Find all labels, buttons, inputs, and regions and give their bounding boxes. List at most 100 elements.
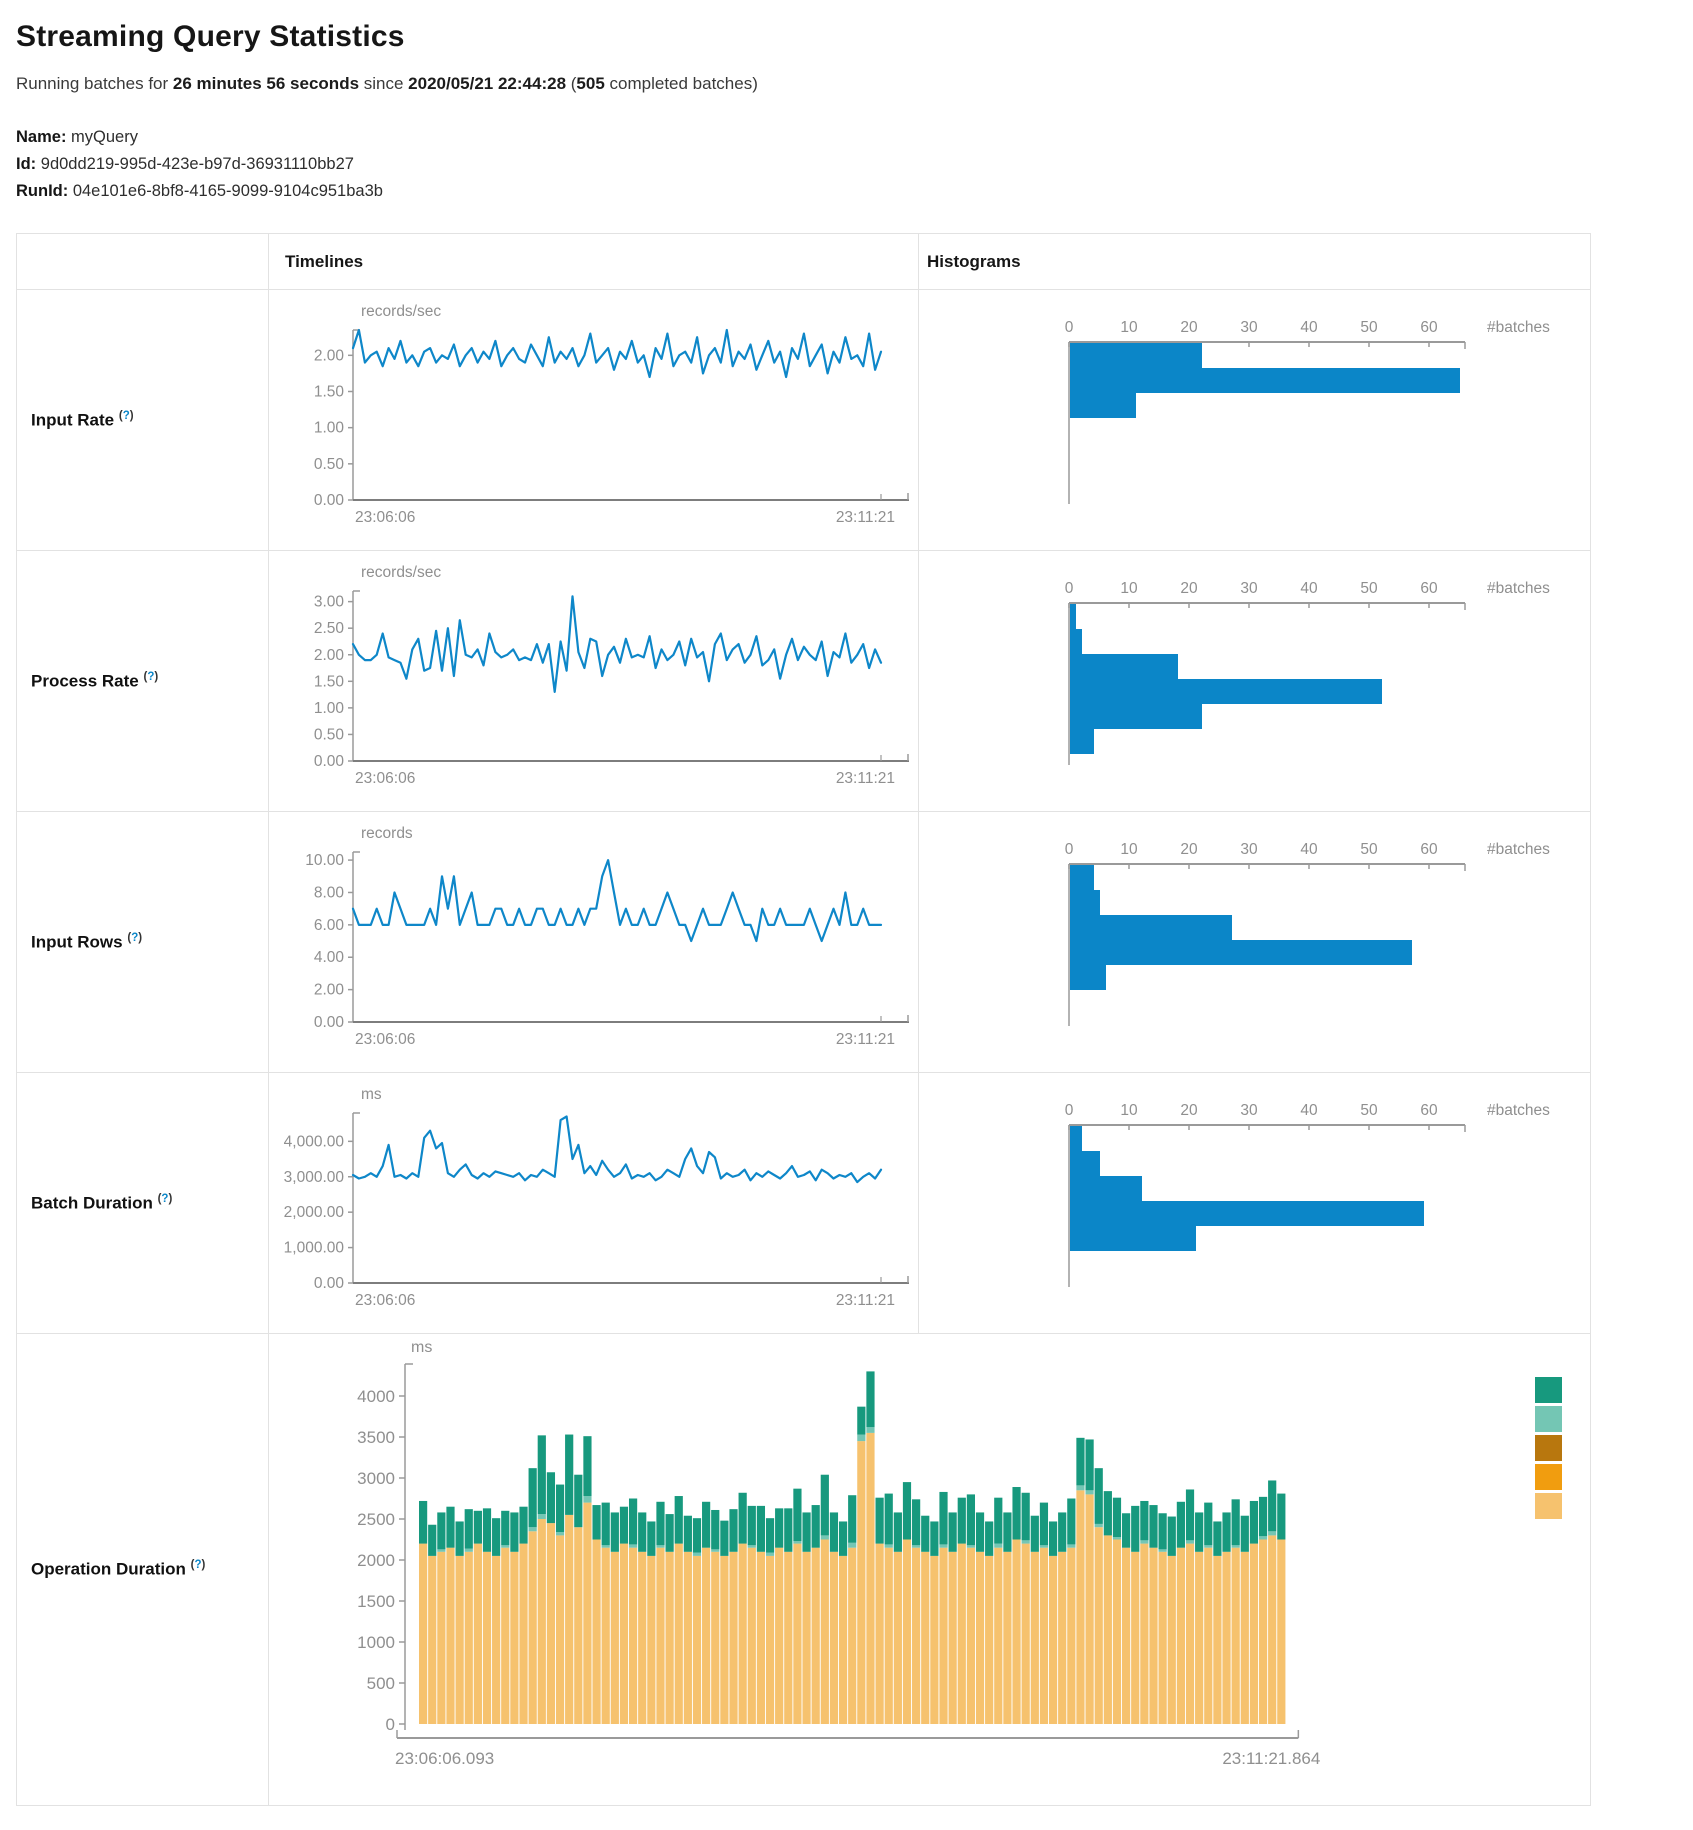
svg-text:0.00: 0.00 <box>314 1275 345 1292</box>
svg-text:50: 50 <box>1360 580 1378 597</box>
svg-text:50: 50 <box>1360 319 1378 336</box>
svg-text:ms: ms <box>411 1339 432 1356</box>
svg-text:50: 50 <box>1360 841 1378 858</box>
svg-text:30: 30 <box>1240 319 1258 336</box>
svg-text:23:06:06: 23:06:06 <box>355 509 415 526</box>
header-histograms: Histograms <box>927 251 1021 271</box>
svg-text:#batches: #batches <box>1487 580 1550 597</box>
svg-text:23:06:06: 23:06:06 <box>355 1292 415 1309</box>
svg-text:23:11:21: 23:11:21 <box>836 770 895 787</box>
query-name-line: Name: myQuery <box>16 124 1677 151</box>
svg-text:1.00: 1.00 <box>314 420 345 437</box>
svg-text:#batches: #batches <box>1487 1102 1550 1119</box>
svg-text:50: 50 <box>1360 1102 1378 1119</box>
svg-text:23:06:06: 23:06:06 <box>355 770 415 787</box>
summary-suffix: completed batches) <box>604 74 758 93</box>
svg-text:23:11:21: 23:11:21 <box>836 1292 895 1309</box>
svg-text:records/sec: records/sec <box>361 564 441 581</box>
svg-text:0: 0 <box>1065 580 1074 597</box>
svg-text:2.00: 2.00 <box>314 982 345 999</box>
help-icon[interactable]: (?) <box>127 931 143 944</box>
svg-text:0: 0 <box>1065 319 1074 336</box>
row-label-process-rate: Process Rate (?) <box>31 670 159 691</box>
legend-swatch-5 <box>1535 1493 1562 1519</box>
table-header-row: Timelines Histograms <box>17 234 1590 289</box>
svg-text:60: 60 <box>1420 1102 1438 1119</box>
svg-text:20: 20 <box>1180 841 1198 858</box>
help-icon[interactable]: (?) <box>143 670 159 683</box>
query-runid-label: RunId: <box>16 182 69 200</box>
svg-text:2000: 2000 <box>357 1551 395 1570</box>
operation-duration-chart: ms 4000 3500 3000 2500 2000 1500 1000 500 0 23:06:… <box>269 1334 1590 1805</box>
svg-text:4000: 4000 <box>357 1387 395 1406</box>
query-runid-line: RunId: 04e101e6-8bf8-4165-9099-9104c951b… <box>16 178 1677 205</box>
help-icon[interactable]: (?) <box>190 1559 206 1572</box>
svg-text:60: 60 <box>1420 580 1438 597</box>
page-title: Streaming Query Statistics <box>16 20 405 53</box>
svg-text:3500: 3500 <box>357 1428 395 1447</box>
svg-text:1.00: 1.00 <box>314 700 345 717</box>
help-icon[interactable]: (?) <box>157 1192 173 1205</box>
svg-text:0.00: 0.00 <box>314 492 345 509</box>
row-label-input-rate: Input Rate (?) <box>31 409 134 430</box>
row-label-operation-duration: Operation Duration (?) <box>31 1559 206 1579</box>
svg-text:40: 40 <box>1300 1102 1318 1119</box>
svg-text:20: 20 <box>1180 580 1198 597</box>
svg-text:2500: 2500 <box>357 1510 395 1529</box>
svg-text:0.00: 0.00 <box>314 1014 345 1031</box>
svg-text:40: 40 <box>1300 841 1318 858</box>
operation-duration-legend <box>1535 1377 1562 1522</box>
svg-text:10: 10 <box>1120 841 1138 858</box>
svg-text:3.00: 3.00 <box>314 594 345 611</box>
summary-batch-count: 505 <box>576 74 605 93</box>
svg-text:0: 0 <box>1065 1102 1074 1119</box>
process-rate-timeline-chart: records/sec 3.00 2.50 2.00 1.50 1.00 0.50 0.00 2… <box>269 551 919 811</box>
svg-text:10.00: 10.00 <box>305 852 344 869</box>
input-rows-timeline-chart: records 10.00 8.00 6.00 4.00 2.00 0.00 23:06:06… <box>269 812 919 1072</box>
legend-swatch-1 <box>1535 1377 1562 1403</box>
summary-paren: ( <box>566 74 577 93</box>
svg-text:#batches: #batches <box>1487 319 1550 336</box>
legend-swatch-3 <box>1535 1435 1562 1461</box>
table-row-process-rate: Process Rate (?) records/sec 3.00 2.50 2.00… <box>17 550 1590 811</box>
svg-text:2.00: 2.00 <box>314 347 345 364</box>
svg-text:0: 0 <box>1065 841 1074 858</box>
svg-text:0.50: 0.50 <box>314 726 345 743</box>
svg-text:500: 500 <box>367 1674 395 1693</box>
row-label-batch-duration: Batch Duration (?) <box>31 1192 173 1213</box>
svg-text:30: 30 <box>1240 1102 1258 1119</box>
svg-text:2,000.00: 2,000.00 <box>284 1204 345 1221</box>
svg-text:2.00: 2.00 <box>314 647 345 664</box>
legend-swatch-2 <box>1535 1406 1562 1432</box>
help-icon[interactable]: (?) <box>118 409 134 422</box>
svg-text:23:11:21: 23:11:21 <box>836 1031 895 1048</box>
table-row-input-rate: Input Rate (?) records/sec 2.00 1.50 1.00 0.… <box>17 289 1590 550</box>
svg-text:30: 30 <box>1240 841 1258 858</box>
svg-text:4.00: 4.00 <box>314 949 345 966</box>
svg-text:0.50: 0.50 <box>314 456 345 473</box>
svg-text:6.00: 6.00 <box>314 917 345 934</box>
svg-text:3,000.00: 3,000.00 <box>284 1169 345 1186</box>
table-row-input-rows: Input Rows (?) records 10.00 8.00 6.00 4.00 2… <box>17 811 1590 1072</box>
svg-text:10: 10 <box>1120 1102 1138 1119</box>
svg-text:1.50: 1.50 <box>314 673 345 690</box>
svg-text:0: 0 <box>386 1715 395 1734</box>
svg-text:20: 20 <box>1180 319 1198 336</box>
svg-text:30: 30 <box>1240 580 1258 597</box>
svg-text:40: 40 <box>1300 580 1318 597</box>
svg-text:4,000.00: 4,000.00 <box>284 1133 345 1150</box>
query-name-value: myQuery <box>71 128 138 146</box>
input-rate-timeline-chart: records/sec 2.00 1.50 1.00 0.50 0.00 23:06:06 2… <box>269 290 919 550</box>
svg-text:23:06:06.093: 23:06:06.093 <box>395 1749 494 1768</box>
query-runid-value: 04e101e6-8bf8-4165-9099-9104c951ba3b <box>72 182 383 200</box>
svg-text:0.00: 0.00 <box>314 753 345 770</box>
header-spacer-cell <box>17 234 269 289</box>
query-name-label: Name: <box>16 128 67 146</box>
svg-text:3000: 3000 <box>357 1469 395 1488</box>
process-rate-histogram-chart: 0 10 20 30 40 50 60 #batches <box>919 551 1590 811</box>
svg-text:10: 10 <box>1120 580 1138 597</box>
batch-duration-histogram-chart: 0 10 20 30 40 50 60 #batches <box>919 1073 1590 1333</box>
svg-text:records: records <box>361 825 413 842</box>
table-row-operation-duration: Operation Duration (?) ms 4000 3500 3000 250… <box>17 1333 1590 1805</box>
query-id-value: 9d0dd219-995d-423e-b97d-36931110bb27 <box>40 155 354 173</box>
